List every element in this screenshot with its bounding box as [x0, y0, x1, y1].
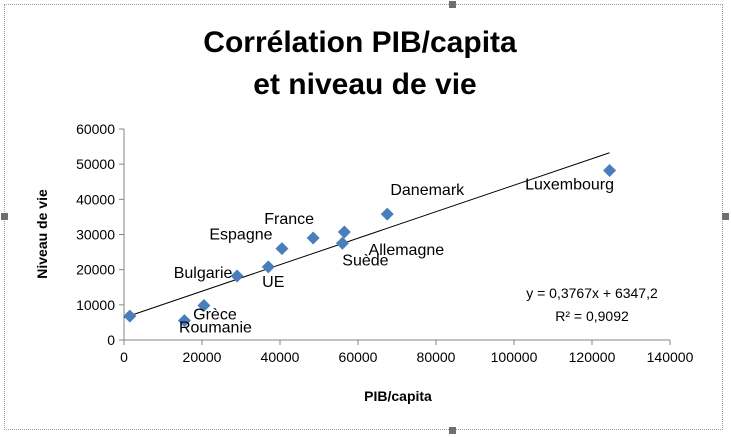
data-point-label: Suède: [342, 252, 388, 269]
chart-title-line-1: Corrélation PIB/capita: [203, 26, 517, 59]
data-point-marker: [335, 236, 349, 250]
data-point-marker: [177, 314, 191, 328]
data-point-marker: [230, 269, 244, 283]
data-point-label: Espagne: [209, 227, 272, 244]
y-tick-label: 0: [107, 332, 115, 348]
data-point-label: UE: [262, 274, 284, 291]
y-tick-label: 30000: [76, 227, 115, 243]
x-tick-label: 100000: [491, 349, 538, 365]
data-point-marker: [197, 299, 211, 313]
y-tick-label: 40000: [76, 191, 115, 207]
chart-title-line-2: et niveau de vie: [253, 68, 476, 101]
x-tick-label: 120000: [569, 349, 616, 365]
data-point-marker: [261, 260, 275, 274]
data-point-label: Bulgarie: [174, 265, 233, 282]
y-tick-label: 10000: [76, 297, 115, 313]
trendline-equation: y = 0,3767x + 6347,2: [526, 285, 658, 301]
data-point-marker: [603, 163, 617, 177]
data-point-marker: [123, 309, 137, 323]
x-tick-label: 40000: [261, 349, 300, 365]
x-tick-label: 0: [120, 349, 128, 365]
data-point-label: Roumanie: [179, 320, 252, 337]
data-point-marker: [337, 225, 351, 239]
data-point-label: Allemagne: [369, 242, 445, 259]
trendline-r-squared: R² = 0,9092: [555, 308, 629, 324]
x-tick-label: 60000: [339, 349, 378, 365]
resize-handle-bottom[interactable]: [449, 427, 456, 434]
x-axis-title: PIB/capita: [364, 388, 432, 404]
data-point-marker: [306, 231, 320, 245]
data-point-marker: [380, 207, 394, 221]
y-tick-label: 20000: [76, 262, 115, 278]
resize-handle-left[interactable]: [1, 213, 8, 220]
x-tick-label: 80000: [417, 349, 456, 365]
x-tick-label: 20000: [183, 349, 222, 365]
trendline: [123, 152, 610, 319]
y-axis-title: Niveau de vie: [34, 189, 50, 279]
data-point-label: Grèce: [193, 307, 237, 324]
data-point-marker: [275, 242, 289, 256]
y-tick-label: 60000: [76, 121, 115, 137]
data-point-label: Danemark: [390, 182, 465, 199]
resize-handle-top[interactable]: [449, 1, 456, 8]
data-point-label: Luxembourg: [525, 176, 614, 193]
y-tick-label: 50000: [76, 156, 115, 172]
resize-handle-right[interactable]: [722, 213, 729, 220]
data-point-label: France: [264, 211, 314, 228]
x-tick-label: 140000: [647, 349, 694, 365]
